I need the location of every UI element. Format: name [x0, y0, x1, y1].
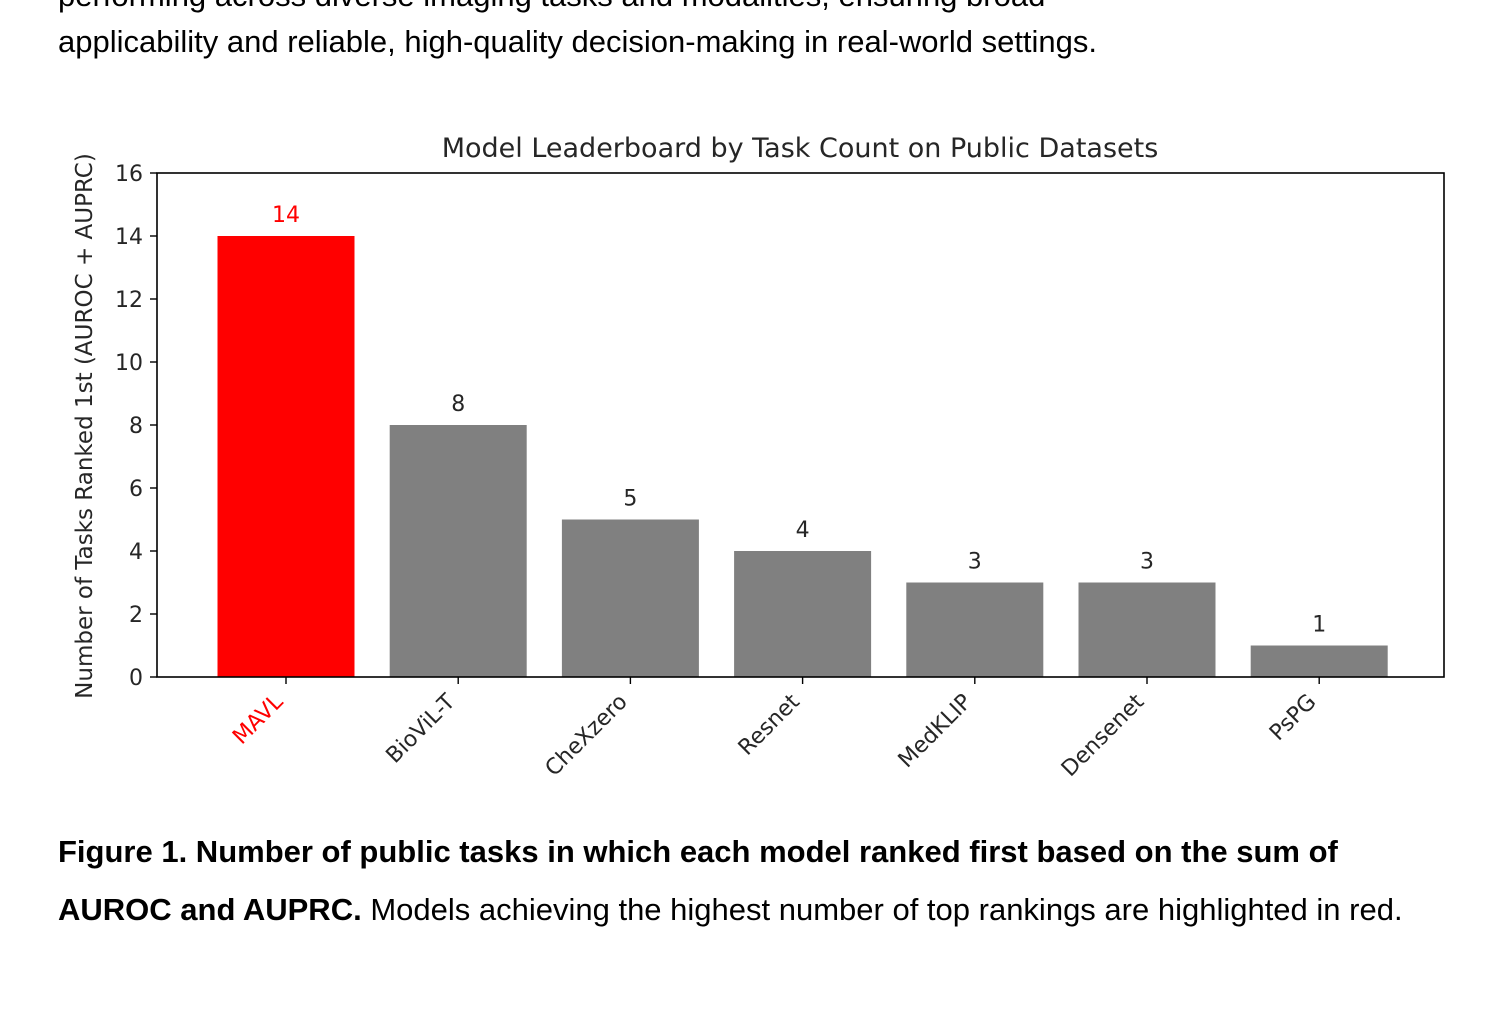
- y-tick-label: 14: [115, 225, 143, 250]
- y-axis-ticks: 0 2 4 6 8 10 12 14 16: [115, 162, 157, 691]
- y-tick-label: 6: [129, 477, 143, 502]
- bar-value-label: 5: [623, 487, 637, 512]
- plot-frame: [156, 172, 1445, 678]
- y-tick-label: 16: [115, 162, 143, 187]
- y-tick-label: 4: [129, 540, 143, 565]
- bar: [1250, 645, 1388, 677]
- x-tick-label: PsPG: [1265, 690, 1321, 746]
- x-tick-label: CheXzero: [541, 690, 633, 782]
- bars-group: [217, 236, 1388, 677]
- intro-paragraph-line: applicability and reliable, high-quality…: [58, 24, 1098, 59]
- y-tick-label: 12: [115, 288, 143, 313]
- bar-value-label: 8: [451, 392, 465, 417]
- cut-off-text-line: performing across diverse imaging tasks …: [58, 0, 1045, 14]
- x-tick-label: Resnet: [734, 689, 805, 760]
- bar: [389, 425, 527, 677]
- bar: [906, 582, 1044, 677]
- chart-title: Model Leaderboard by Task Count on Publi…: [442, 133, 1159, 164]
- bar-value-label: 4: [796, 518, 810, 543]
- y-tick-label: 0: [129, 666, 143, 691]
- figure-caption: Figure 1. Number of public tasks in whic…: [58, 823, 1458, 938]
- bar: [1078, 582, 1216, 677]
- x-axis-ticks: MAVL BioViL-T CheXzero Resnet MedKLIP Densene…: [228, 677, 1321, 782]
- y-axis-label: Number of Tasks Ranked 1st (AUROC + AUPR…: [72, 153, 98, 699]
- bar-value-label: 3: [968, 550, 982, 575]
- bar: [734, 551, 872, 677]
- y-tick-label: 10: [115, 351, 143, 376]
- value-labels-group: 14 8 5 4 3 3 1: [272, 203, 1326, 638]
- x-tick-label: MAVL: [228, 689, 289, 750]
- bar: [217, 236, 355, 677]
- x-tick-label: BioViL-T: [382, 689, 461, 768]
- caption-bold: Figure 1. Number of public tasks in whic…: [58, 834, 1338, 927]
- y-tick-label: 8: [129, 414, 143, 439]
- bar-value-label: 14: [272, 203, 300, 228]
- caption-text: Models achieving the highest number of t…: [361, 891, 1403, 927]
- x-tick-label: Densenet: [1057, 689, 1150, 782]
- x-tick-label: MedKLIP: [894, 690, 977, 773]
- y-tick-label: 2: [129, 603, 143, 628]
- bar-chart: Model Leaderboard by Task Count on Publi…: [72, 133, 1445, 782]
- bar-value-label: 1: [1312, 613, 1326, 638]
- bar-value-label: 3: [1140, 550, 1154, 575]
- bar: [561, 519, 699, 677]
